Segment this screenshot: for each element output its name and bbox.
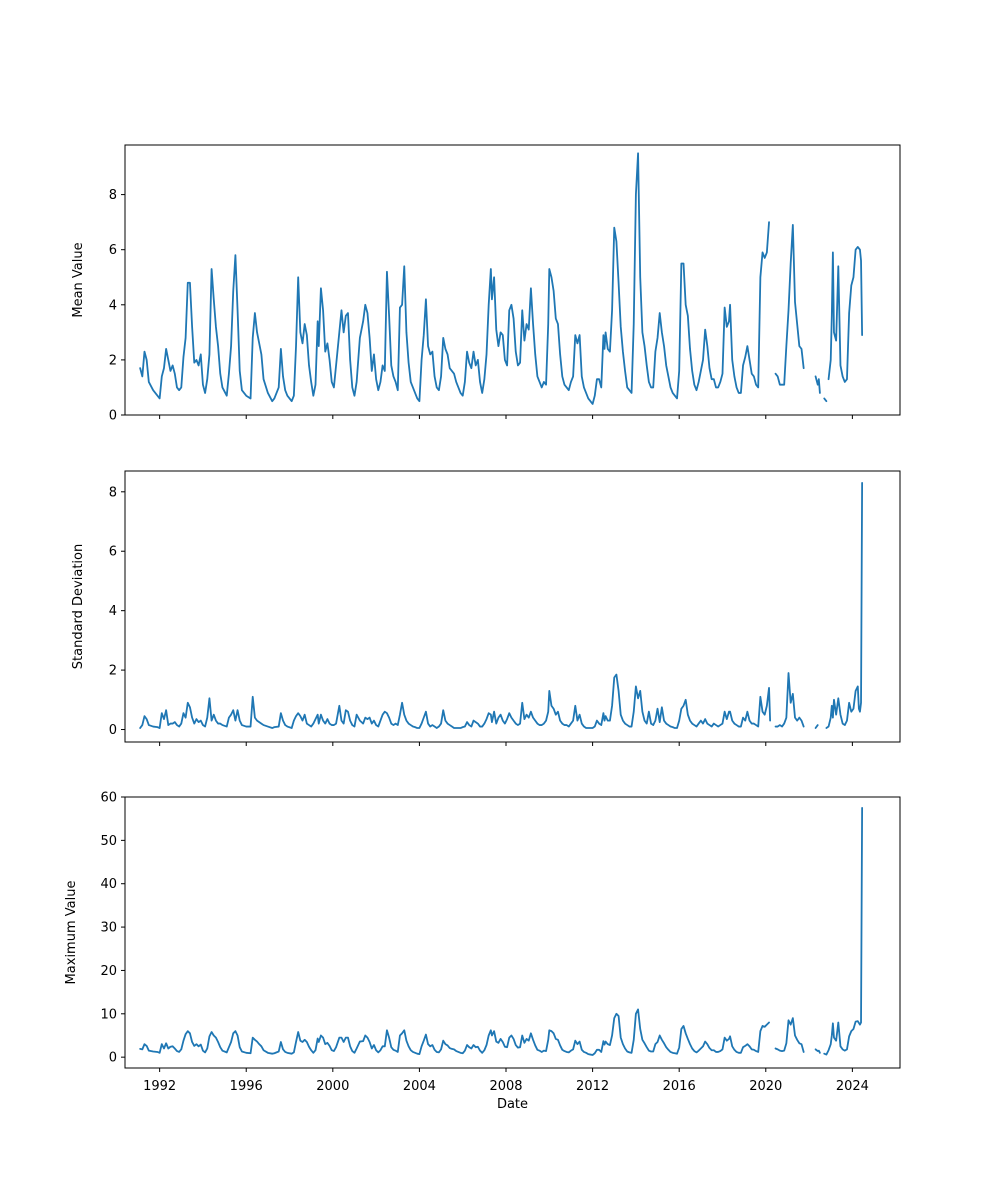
axes-frame — [124, 144, 901, 416]
x-tick-label: 2008 — [489, 1079, 522, 1094]
y-tick-label: 2 — [109, 664, 117, 679]
series-line-segment — [774, 224, 805, 386]
y-tick-label: 8 — [109, 485, 117, 500]
series-line-segment — [774, 1017, 805, 1053]
y-tick-label: 6 — [109, 243, 117, 258]
y-tick-label: 0 — [109, 723, 117, 738]
y-tick-label: 0 — [109, 1051, 117, 1066]
y-tick-label: 0 — [109, 409, 117, 424]
y-tick-label: 2 — [109, 353, 117, 368]
x-tick-label: 2024 — [836, 1079, 869, 1094]
series-line-segment — [139, 152, 770, 405]
y-tick-label: 6 — [109, 545, 117, 560]
standard-deviation-subplot: 0 2 4 6 8 Standard Deviation — [71, 470, 901, 746]
y-tick-label: 8 — [109, 188, 117, 203]
axes-frame — [124, 470, 901, 743]
x-tick-label: 1992 — [143, 1079, 176, 1094]
x-axis-label: Date — [497, 1097, 528, 1112]
maximum-value-subplot: 0 10 20 30 40 50 60 1992 1996 2000 2004 2008 2012 201… — [64, 791, 901, 1112]
series-line-segment — [814, 724, 819, 729]
series-line-segment — [814, 375, 821, 394]
series-line-segment — [814, 1048, 821, 1054]
y-axis-label: Mean Value — [71, 242, 86, 317]
y-tick-label: 4 — [109, 604, 117, 619]
series-line-segment — [139, 673, 772, 729]
y-tick-label: 40 — [100, 877, 117, 892]
series-line-segment — [774, 672, 805, 728]
x-tick-label: 2000 — [316, 1079, 349, 1094]
x-tick-label: 2020 — [749, 1079, 782, 1094]
y-tick-label: 10 — [100, 1007, 117, 1022]
axes-frame — [124, 796, 901, 1069]
y-tick-label: 50 — [100, 834, 117, 849]
series-line-segment — [823, 397, 828, 403]
series-line-segment — [827, 246, 864, 383]
y-tick-label: 20 — [100, 964, 117, 979]
series-line-segment — [825, 481, 864, 729]
y-tick-label: 60 — [100, 791, 117, 806]
y-tick-label: 30 — [100, 921, 117, 936]
x-tick-label: 2004 — [403, 1079, 436, 1094]
series-line-segment — [139, 1008, 770, 1056]
x-tick-label: 2012 — [576, 1079, 609, 1094]
x-tick-label: 1996 — [230, 1079, 263, 1094]
series-line-segment — [823, 806, 864, 1056]
mean-value-subplot: 0 2 4 6 8 Mean Value — [71, 144, 901, 424]
y-axis-label: Standard Deviation — [71, 544, 86, 669]
y-tick-label: 4 — [109, 298, 117, 313]
x-tick-label: 2016 — [663, 1079, 696, 1094]
y-axis-label: Maximum Value — [64, 881, 79, 985]
